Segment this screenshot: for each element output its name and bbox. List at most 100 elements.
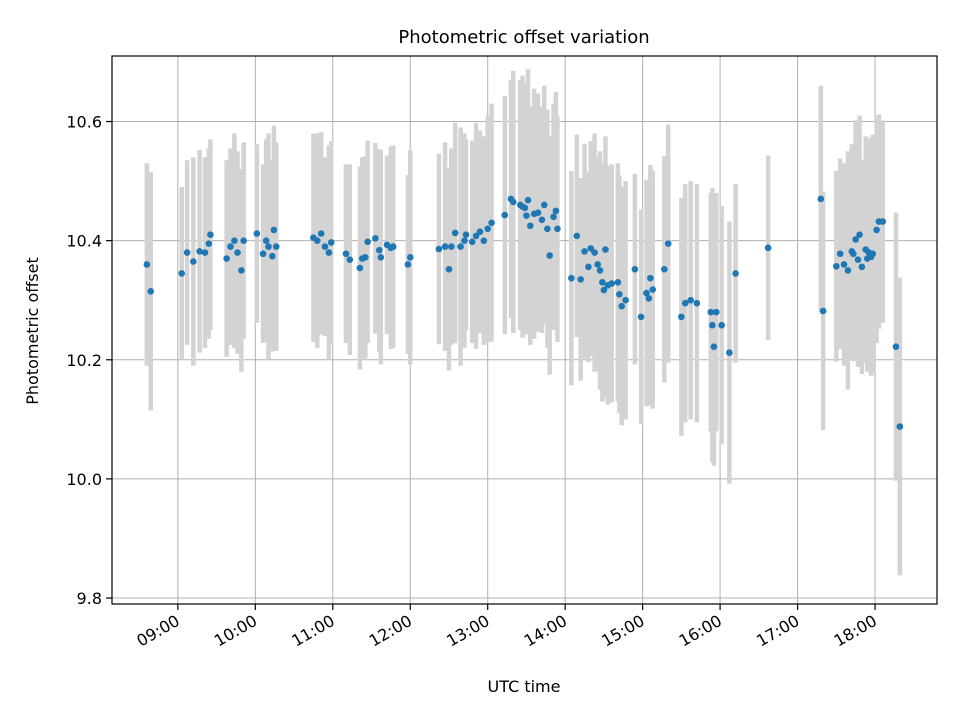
data-point: [687, 296, 694, 304]
data-point: [356, 264, 364, 272]
data-point: [468, 238, 476, 246]
data-point: [472, 232, 480, 240]
data-point: [869, 250, 877, 258]
data-point: [712, 308, 720, 316]
data-point: [581, 248, 588, 255]
data-point: [509, 198, 517, 206]
x-tick-label: 10:00: [211, 611, 260, 651]
data-point: [201, 249, 209, 256]
data-point: [844, 267, 852, 274]
data-point: [178, 270, 186, 277]
data-point: [585, 263, 592, 271]
x-tick-label: 13:00: [443, 611, 492, 651]
data-point: [521, 204, 529, 212]
data-point: [375, 246, 383, 254]
data-point: [240, 237, 247, 244]
y-tick-label: 10.4: [66, 232, 102, 251]
data-point: [484, 225, 492, 233]
data-point: [231, 237, 238, 244]
data-point: [854, 256, 862, 264]
data-point: [523, 212, 530, 219]
data-point: [362, 254, 369, 261]
data-point: [892, 343, 900, 350]
x-tick-label: 09:00: [133, 611, 182, 651]
data-point: [622, 296, 629, 304]
data-point: [732, 270, 739, 277]
data-point: [462, 231, 470, 238]
data-point: [147, 287, 155, 295]
data-point: [207, 231, 214, 238]
data-point: [618, 302, 626, 310]
plot-frame: [111, 55, 938, 605]
data-point: [488, 219, 495, 227]
x-tick-label: 11:00: [288, 611, 337, 651]
data-point: [321, 243, 329, 250]
data-point: [457, 243, 464, 250]
x-tick-label: 15:00: [598, 611, 647, 651]
y-tick-label: 10.2: [66, 351, 102, 370]
data-point: [554, 225, 561, 233]
data-point: [852, 236, 859, 243]
data-point: [538, 216, 546, 224]
y-axis-label: Photometric offset: [23, 257, 42, 405]
data-point: [269, 252, 276, 260]
data-point: [196, 248, 203, 255]
data-point: [608, 280, 615, 287]
data-point: [643, 289, 650, 297]
data-point: [879, 218, 887, 225]
data-point: [819, 307, 827, 315]
y-axis-ticks: 9.8 10.0 10.2 10.4 10.6: [66, 113, 112, 608]
data-point: [372, 234, 379, 242]
data-point: [856, 231, 863, 238]
data-point: [451, 229, 459, 237]
data-point: [817, 195, 825, 203]
data-point: [377, 254, 385, 261]
data-point: [873, 226, 880, 234]
data-point: [707, 308, 715, 316]
data-point: [190, 258, 197, 265]
data-point: [647, 274, 654, 282]
data-point: [693, 299, 701, 307]
data-point: [568, 274, 575, 282]
data-point: [447, 243, 455, 250]
data-point: [661, 265, 668, 273]
data-point: [234, 249, 241, 256]
x-tick-label: 16:00: [676, 611, 725, 651]
data-point: [524, 196, 532, 204]
data-point: [342, 250, 350, 258]
data-point: [540, 201, 548, 209]
data-point: [317, 230, 325, 237]
data-point: [678, 313, 685, 321]
data-point: [270, 226, 278, 234]
data-point: [406, 254, 414, 261]
data-point: [710, 343, 718, 350]
x-tick-label: 12:00: [366, 611, 415, 651]
data-point: [600, 286, 608, 294]
data-point: [272, 243, 280, 250]
data-point: [445, 265, 453, 273]
data-point: [389, 243, 397, 250]
data-point: [325, 249, 333, 256]
data-point: [544, 225, 551, 233]
data-point: [552, 207, 560, 215]
data-point: [616, 290, 623, 298]
chart-title: Photometric offset variation: [398, 27, 649, 48]
data-point: [649, 286, 657, 293]
data-point: [265, 243, 272, 250]
data-point: [726, 349, 733, 356]
x-axis-label: UTC time: [488, 677, 561, 696]
data-point: [577, 276, 584, 283]
data-point: [534, 209, 542, 216]
data-point: [480, 237, 488, 244]
data-point: [143, 261, 151, 268]
data-point: [183, 249, 191, 256]
data-point: [664, 240, 672, 247]
data-point: [259, 250, 267, 258]
data-point: [718, 321, 725, 329]
data-point: [364, 238, 371, 246]
data-point: [764, 244, 772, 252]
data-point: [858, 263, 866, 271]
data-point: [546, 252, 553, 259]
data-point: [253, 230, 261, 237]
data-point: [327, 239, 335, 246]
